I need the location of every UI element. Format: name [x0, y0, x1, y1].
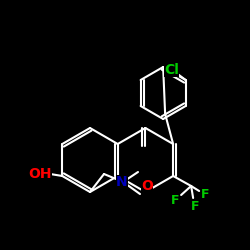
Text: F: F	[191, 200, 200, 212]
Text: N: N	[116, 175, 128, 189]
Text: F: F	[201, 188, 209, 200]
Text: F: F	[171, 194, 179, 206]
Text: OH: OH	[28, 167, 52, 181]
Text: O: O	[142, 179, 153, 193]
Text: Cl: Cl	[164, 63, 179, 77]
